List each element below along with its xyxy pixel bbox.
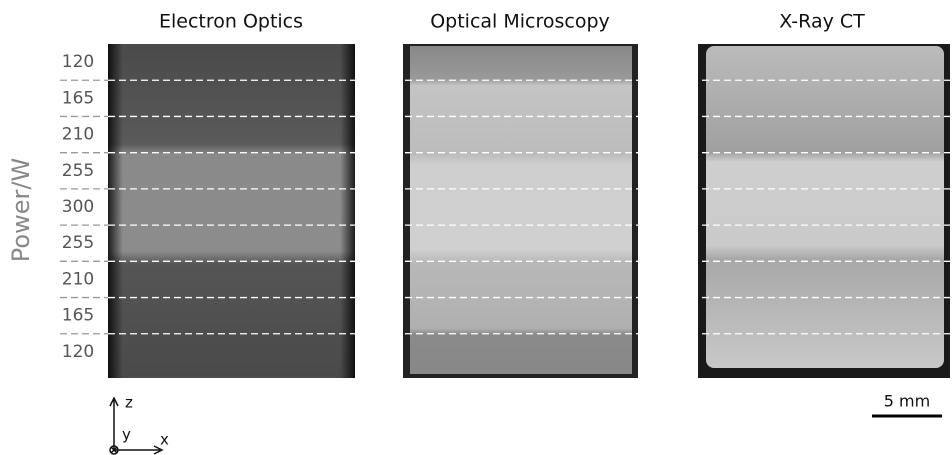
x-ray-ct-image: [706, 46, 944, 368]
row-label: 210: [62, 125, 94, 145]
row-label: 255: [62, 233, 94, 253]
image-edge: [108, 44, 355, 378]
axis-y: y: [122, 426, 131, 444]
row-label: 120: [62, 52, 94, 72]
page: Electron Optics Optical Microscopy X-Ray…: [0, 0, 952, 455]
axis-icon: [110, 398, 162, 454]
panel-title: X-Ray CT: [779, 11, 865, 33]
axis-z: z: [125, 394, 133, 412]
row-label: 120: [62, 342, 94, 362]
row-label: 255: [62, 161, 94, 181]
y-label: Power/W: [7, 158, 35, 262]
panel-title: Optical Microscopy: [430, 11, 610, 33]
scale-label: 5 mm: [884, 392, 930, 411]
panel-title: Electron Optics: [159, 11, 303, 33]
optical-microscopy-image: [410, 46, 632, 374]
row-label: 300: [62, 197, 94, 217]
axis-x: x: [160, 431, 169, 449]
row-label: 165: [62, 306, 94, 326]
row-label: 165: [62, 88, 94, 108]
figure: Electron Optics Optical Microscopy X-Ray…: [0, 0, 952, 455]
row-label: 210: [62, 269, 94, 289]
